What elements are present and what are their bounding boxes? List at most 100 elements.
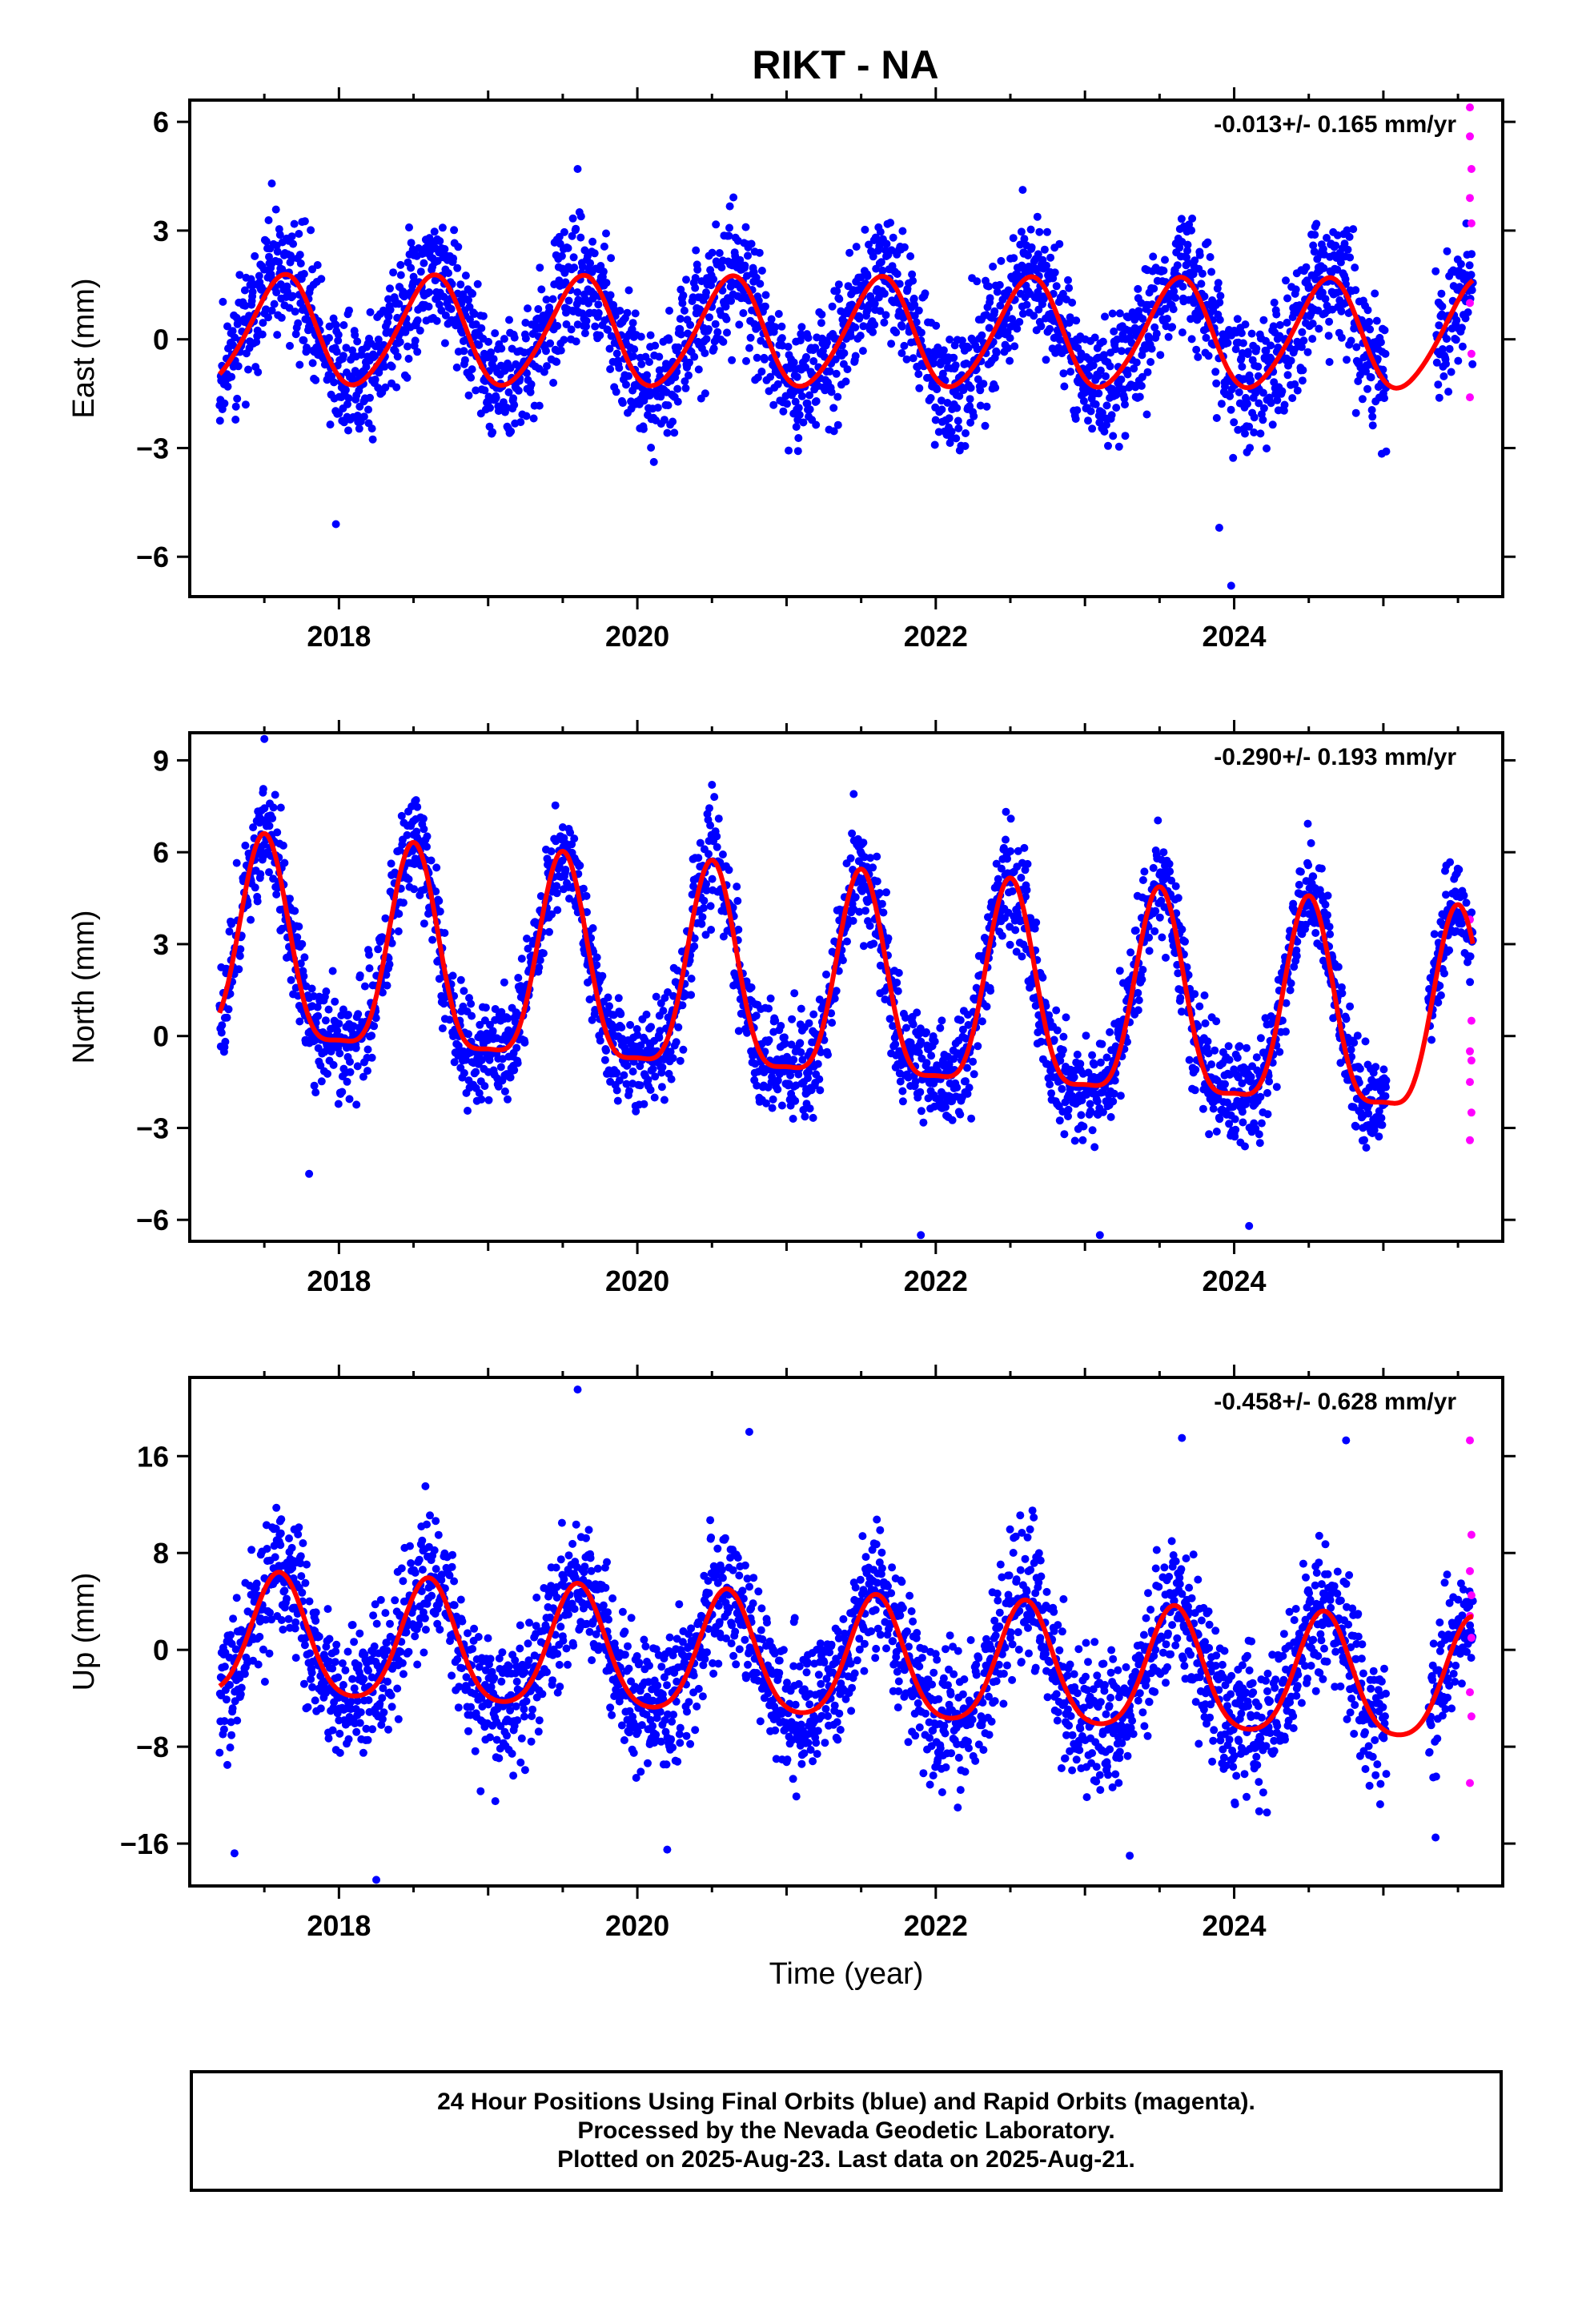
east-final-point (1004, 344, 1012, 352)
east-final-point (809, 357, 818, 365)
east-final-point (264, 313, 272, 322)
east-final-point (677, 330, 685, 339)
north-final-point (622, 1080, 631, 1088)
north-final-point (922, 1059, 931, 1068)
east-final-point (926, 394, 935, 402)
north-final-point (351, 1043, 360, 1052)
east-final-point (472, 386, 480, 395)
east-final-point (1343, 226, 1351, 235)
east-final-point (353, 337, 362, 346)
north-final-point (419, 814, 428, 823)
east-final-point (1315, 324, 1323, 333)
north-final-point (773, 1085, 782, 1094)
east-final-point (1134, 284, 1142, 293)
north-final-point (848, 829, 857, 838)
east-final-point (392, 383, 401, 392)
north-final-point (640, 1100, 648, 1108)
east-final-point (1340, 239, 1349, 248)
east-final-point (602, 279, 611, 287)
east-final-point (275, 258, 283, 267)
east-y-tick-label: 0 (153, 324, 169, 356)
east-rapid-point (1466, 103, 1474, 112)
east-final-point (1027, 243, 1036, 251)
east-final-point (1010, 254, 1018, 263)
north-final-point (1212, 1017, 1221, 1026)
east-final-point (982, 402, 991, 411)
north-final-point (816, 1086, 825, 1095)
north-final-point (824, 1051, 832, 1059)
east-final-point (504, 388, 513, 396)
north-final-point (378, 988, 387, 997)
north-final-point (687, 991, 696, 999)
east-final-point (723, 328, 731, 337)
north-final-point (316, 1061, 325, 1070)
north-final-point (1159, 848, 1168, 857)
north-final-point (797, 1004, 805, 1013)
east-final-point (1211, 368, 1220, 376)
north-final-point (296, 959, 305, 968)
east-final-point (1194, 352, 1203, 361)
north-final-point (1176, 994, 1185, 1003)
east-final-point (647, 444, 656, 452)
north-final-point (786, 1071, 795, 1080)
north-final-point (1134, 988, 1142, 997)
north-final-point (258, 815, 267, 824)
east-final-point (1333, 265, 1342, 274)
east-final-point (251, 251, 259, 260)
east-final-point (545, 307, 554, 316)
north-final-point (1205, 1130, 1214, 1139)
east-final-point (488, 428, 497, 436)
east-final-point (1381, 349, 1390, 358)
east-final-point (1018, 309, 1027, 318)
north-final-point (311, 1088, 320, 1097)
east-final-point (622, 380, 630, 389)
north-final-point (251, 883, 259, 892)
east-final-point (524, 304, 532, 313)
north-final-point (436, 907, 444, 916)
north-final-point (614, 994, 623, 1003)
east-final-point (264, 216, 273, 224)
east-final-point (449, 254, 458, 263)
east-final-point (1004, 286, 1013, 295)
east-final-point (1362, 367, 1370, 376)
east-final-point (1017, 227, 1026, 236)
north-final-point (986, 987, 995, 995)
east-final-point (522, 412, 531, 420)
east-final-point (345, 306, 353, 315)
north-final-point (651, 1072, 660, 1081)
east-final-point (773, 380, 782, 388)
east-final-point (946, 336, 954, 344)
north-final-point (615, 1076, 624, 1085)
north-final-point (249, 823, 258, 832)
east-final-point (1102, 372, 1110, 380)
north-final-point (504, 1014, 512, 1023)
east-final-point (843, 365, 852, 374)
north-final-point (423, 832, 432, 841)
north-final-point (713, 832, 721, 841)
north-final-point (468, 1011, 476, 1020)
east-final-point (1452, 336, 1460, 344)
east-final-point (234, 362, 243, 371)
north-final-point (733, 897, 742, 905)
east-final-point (594, 308, 603, 317)
east-final-point (921, 289, 930, 298)
north-final-point (543, 854, 552, 863)
east-final-point (576, 233, 585, 242)
east-final-point (1043, 227, 1051, 236)
east-final-point (1150, 323, 1159, 332)
east-final-point (792, 423, 801, 431)
north-final-point (428, 935, 437, 944)
east-final-point (979, 380, 988, 388)
east-final-point (362, 363, 371, 372)
north-final-point (1131, 926, 1140, 935)
east-final-point (403, 373, 412, 382)
north-final-point (696, 838, 705, 847)
north-final-point (962, 1034, 970, 1043)
north-final-point (480, 1082, 489, 1091)
north-final-point (1171, 882, 1180, 891)
east-final-point (1263, 444, 1271, 452)
north-final-point (497, 1007, 506, 1016)
north-final-point (698, 913, 707, 922)
east-final-point (1262, 347, 1271, 356)
east-final-point (1115, 309, 1124, 318)
